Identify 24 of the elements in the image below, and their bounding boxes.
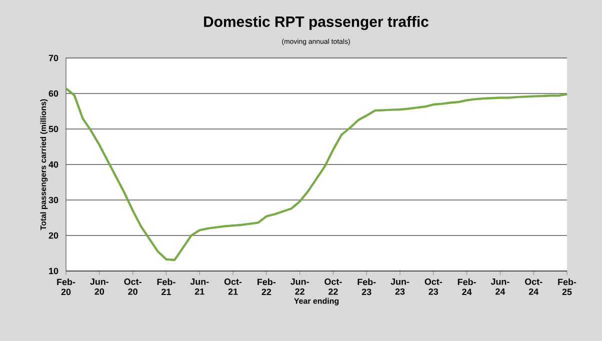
y-tick-label: 70 [48, 54, 58, 62]
chart-title: Domestic RPT passenger traffic [204, 16, 428, 30]
x-tick-label: Oct-20 [124, 278, 142, 295]
x-tick-label: Oct-24 [525, 278, 542, 295]
x-tick-label: Jun-22 [290, 278, 309, 295]
x-tick-label: Oct-23 [424, 278, 442, 295]
y-tick-label: 30 [48, 196, 58, 204]
x-tick-label: Feb-22 [258, 278, 276, 295]
x-tick-label: Oct-21 [224, 278, 242, 295]
y-tick-label: 40 [48, 161, 58, 168]
y-tick-label: 20 [48, 232, 58, 239]
y-tick-label: 50 [48, 126, 58, 132]
x-tick-label: Feb-24 [458, 278, 476, 295]
y-tick-label: 60 [48, 90, 58, 97]
y-tick-label: 10 [49, 268, 58, 274]
x-tick-label: Jun-24 [490, 278, 510, 295]
x-tick-label: Oct-22 [324, 278, 342, 295]
x-tick-label: Jun-20 [90, 278, 109, 295]
x-tick-label: Feb-21 [157, 278, 176, 295]
x-tick-label: Feb-20 [57, 278, 76, 296]
x-tick-label: Feb-25 [558, 278, 576, 296]
x-tick-label: Jun-23 [390, 278, 410, 295]
x-tick-label: Feb-23 [358, 278, 376, 296]
x-tick-label: Jun-21 [190, 278, 209, 295]
